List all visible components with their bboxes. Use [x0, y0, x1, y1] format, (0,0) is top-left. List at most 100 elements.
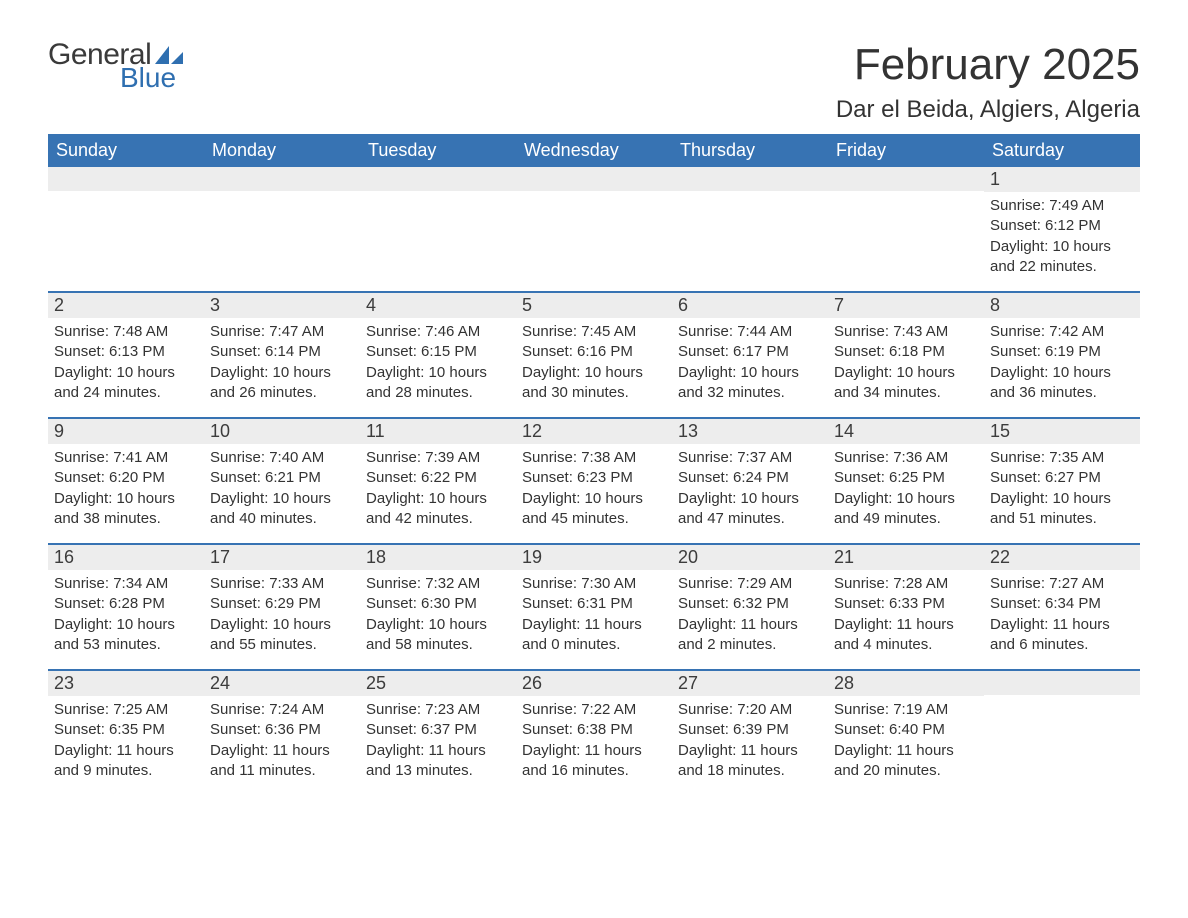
day-details: Sunrise: 7:37 AMSunset: 6:24 PMDaylight:… — [672, 444, 828, 537]
daylight-line: Daylight: 10 hours and 34 minutes. — [834, 363, 978, 404]
sunset-line: Sunset: 6:36 PM — [210, 720, 354, 740]
sunset-line: Sunset: 6:29 PM — [210, 594, 354, 614]
day-number: 22 — [984, 545, 1140, 570]
daylight-line: Daylight: 10 hours and 38 minutes. — [54, 489, 198, 530]
day-number: 6 — [672, 293, 828, 318]
day-number: 16 — [48, 545, 204, 570]
daylight-line: Daylight: 10 hours and 58 minutes. — [366, 615, 510, 656]
sunrise-line: Sunrise: 7:38 AM — [522, 448, 666, 468]
day-cell: 1Sunrise: 7:49 AMSunset: 6:12 PMDaylight… — [984, 167, 1140, 291]
weekday-header: Tuesday — [360, 134, 516, 167]
day-cell: 9Sunrise: 7:41 AMSunset: 6:20 PMDaylight… — [48, 419, 204, 543]
sunset-line: Sunset: 6:28 PM — [54, 594, 198, 614]
day-details: Sunrise: 7:30 AMSunset: 6:31 PMDaylight:… — [516, 570, 672, 663]
day-number: 5 — [516, 293, 672, 318]
day-cell: 27Sunrise: 7:20 AMSunset: 6:39 PMDayligh… — [672, 671, 828, 795]
day-cell: 28Sunrise: 7:19 AMSunset: 6:40 PMDayligh… — [828, 671, 984, 795]
day-number: 24 — [204, 671, 360, 696]
day-number: 21 — [828, 545, 984, 570]
day-details: Sunrise: 7:40 AMSunset: 6:21 PMDaylight:… — [204, 444, 360, 537]
daylight-line: Daylight: 11 hours and 18 minutes. — [678, 741, 822, 782]
daylight-line: Daylight: 11 hours and 0 minutes. — [522, 615, 666, 656]
daylight-line: Daylight: 10 hours and 49 minutes. — [834, 489, 978, 530]
day-cell: 6Sunrise: 7:44 AMSunset: 6:17 PMDaylight… — [672, 293, 828, 417]
weekday-header: Wednesday — [516, 134, 672, 167]
sunset-line: Sunset: 6:38 PM — [522, 720, 666, 740]
day-number: 14 — [828, 419, 984, 444]
sunrise-line: Sunrise: 7:41 AM — [54, 448, 198, 468]
day-cell: 10Sunrise: 7:40 AMSunset: 6:21 PMDayligh… — [204, 419, 360, 543]
sunrise-line: Sunrise: 7:36 AM — [834, 448, 978, 468]
sunrise-line: Sunrise: 7:39 AM — [366, 448, 510, 468]
sunset-line: Sunset: 6:15 PM — [366, 342, 510, 362]
day-details: Sunrise: 7:32 AMSunset: 6:30 PMDaylight:… — [360, 570, 516, 663]
weekday-header: Thursday — [672, 134, 828, 167]
sunrise-line: Sunrise: 7:30 AM — [522, 574, 666, 594]
day-details: Sunrise: 7:33 AMSunset: 6:29 PMDaylight:… — [204, 570, 360, 663]
day-cell: 5Sunrise: 7:45 AMSunset: 6:16 PMDaylight… — [516, 293, 672, 417]
sunrise-line: Sunrise: 7:35 AM — [990, 448, 1134, 468]
brand-word2: Blue — [120, 64, 183, 92]
sunrise-line: Sunrise: 7:28 AM — [834, 574, 978, 594]
weekday-header: Friday — [828, 134, 984, 167]
daylight-line: Daylight: 10 hours and 32 minutes. — [678, 363, 822, 404]
month-title: February 2025 — [836, 40, 1140, 90]
day-cell: 17Sunrise: 7:33 AMSunset: 6:29 PMDayligh… — [204, 545, 360, 669]
sunrise-line: Sunrise: 7:34 AM — [54, 574, 198, 594]
daylight-line: Daylight: 11 hours and 16 minutes. — [522, 741, 666, 782]
sunrise-line: Sunrise: 7:48 AM — [54, 322, 198, 342]
day-cell — [828, 167, 984, 291]
day-details: Sunrise: 7:24 AMSunset: 6:36 PMDaylight:… — [204, 696, 360, 789]
sunrise-line: Sunrise: 7:29 AM — [678, 574, 822, 594]
day-details: Sunrise: 7:38 AMSunset: 6:23 PMDaylight:… — [516, 444, 672, 537]
day-number: 26 — [516, 671, 672, 696]
sunrise-line: Sunrise: 7:19 AM — [834, 700, 978, 720]
day-number: 1 — [984, 167, 1140, 192]
daylight-line: Daylight: 10 hours and 26 minutes. — [210, 363, 354, 404]
day-cell: 26Sunrise: 7:22 AMSunset: 6:38 PMDayligh… — [516, 671, 672, 795]
weekday-header-row: Sunday Monday Tuesday Wednesday Thursday… — [48, 134, 1140, 167]
daylight-line: Daylight: 10 hours and 45 minutes. — [522, 489, 666, 530]
day-number: 17 — [204, 545, 360, 570]
sunset-line: Sunset: 6:35 PM — [54, 720, 198, 740]
daylight-line: Daylight: 10 hours and 51 minutes. — [990, 489, 1134, 530]
week-row: 23Sunrise: 7:25 AMSunset: 6:35 PMDayligh… — [48, 669, 1140, 795]
brand-logo: General Blue — [48, 40, 183, 92]
sunrise-line: Sunrise: 7:25 AM — [54, 700, 198, 720]
day-number: 15 — [984, 419, 1140, 444]
day-number: 28 — [828, 671, 984, 696]
sunrise-line: Sunrise: 7:43 AM — [834, 322, 978, 342]
sunset-line: Sunset: 6:37 PM — [366, 720, 510, 740]
sunset-line: Sunset: 6:23 PM — [522, 468, 666, 488]
sunrise-line: Sunrise: 7:24 AM — [210, 700, 354, 720]
day-cell: 22Sunrise: 7:27 AMSunset: 6:34 PMDayligh… — [984, 545, 1140, 669]
weekday-header: Monday — [204, 134, 360, 167]
day-cell — [360, 167, 516, 291]
week-row: 2Sunrise: 7:48 AMSunset: 6:13 PMDaylight… — [48, 291, 1140, 417]
day-details: Sunrise: 7:47 AMSunset: 6:14 PMDaylight:… — [204, 318, 360, 411]
day-number: 2 — [48, 293, 204, 318]
day-cell: 13Sunrise: 7:37 AMSunset: 6:24 PMDayligh… — [672, 419, 828, 543]
day-cell: 11Sunrise: 7:39 AMSunset: 6:22 PMDayligh… — [360, 419, 516, 543]
weeks-container: 1Sunrise: 7:49 AMSunset: 6:12 PMDaylight… — [48, 167, 1140, 795]
sunset-line: Sunset: 6:30 PM — [366, 594, 510, 614]
week-row: 1Sunrise: 7:49 AMSunset: 6:12 PMDaylight… — [48, 167, 1140, 291]
day-number: 23 — [48, 671, 204, 696]
day-cell: 16Sunrise: 7:34 AMSunset: 6:28 PMDayligh… — [48, 545, 204, 669]
daylight-line: Daylight: 11 hours and 9 minutes. — [54, 741, 198, 782]
day-details: Sunrise: 7:39 AMSunset: 6:22 PMDaylight:… — [360, 444, 516, 537]
day-number: 27 — [672, 671, 828, 696]
sunset-line: Sunset: 6:39 PM — [678, 720, 822, 740]
sunrise-line: Sunrise: 7:42 AM — [990, 322, 1134, 342]
sunset-line: Sunset: 6:27 PM — [990, 468, 1134, 488]
day-cell: 4Sunrise: 7:46 AMSunset: 6:15 PMDaylight… — [360, 293, 516, 417]
day-number: 7 — [828, 293, 984, 318]
daylight-line: Daylight: 10 hours and 24 minutes. — [54, 363, 198, 404]
day-details: Sunrise: 7:34 AMSunset: 6:28 PMDaylight:… — [48, 570, 204, 663]
daylight-line: Daylight: 11 hours and 20 minutes. — [834, 741, 978, 782]
sunrise-line: Sunrise: 7:40 AM — [210, 448, 354, 468]
sunset-line: Sunset: 6:22 PM — [366, 468, 510, 488]
sunset-line: Sunset: 6:18 PM — [834, 342, 978, 362]
day-details: Sunrise: 7:49 AMSunset: 6:12 PMDaylight:… — [984, 192, 1140, 285]
day-number — [516, 167, 672, 191]
